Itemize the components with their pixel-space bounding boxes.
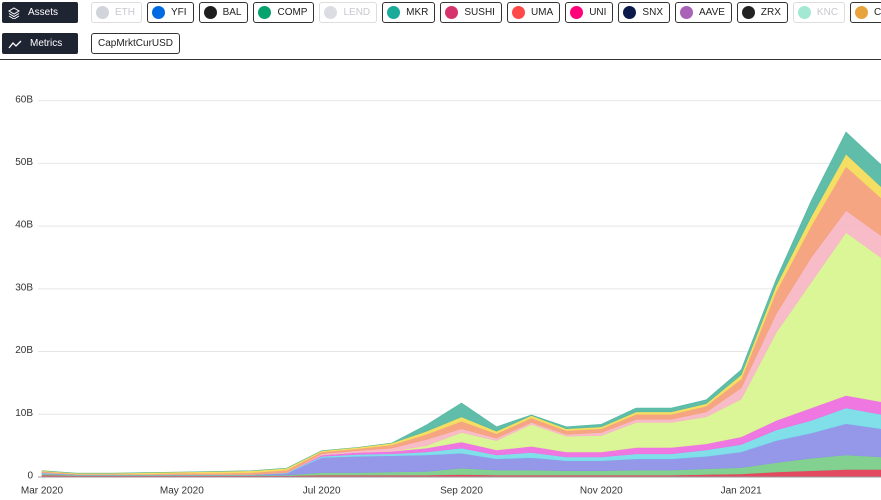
asset-button[interactable]: AAVE	[674, 2, 732, 23]
asset-button[interactable]: ETH	[91, 2, 142, 23]
asset-label: MKR	[406, 7, 429, 18]
metrics-label: Metrics	[30, 38, 63, 49]
y-tick-label: 60B	[15, 94, 33, 105]
asset-toolbar: Assets ETH YFI BAL COMP LEND MKR SUSHI UMA UNI SN…	[2, 2, 881, 23]
asset-label: COMP	[277, 7, 308, 18]
x-tick-label: Mar 2020	[21, 486, 64, 497]
asset-button[interactable]: LEND	[319, 2, 378, 23]
asset-button[interactable]: SUSHI	[440, 2, 502, 23]
area	[41, 131, 881, 474]
asset-icon	[258, 6, 272, 19]
trend-icon	[8, 40, 22, 48]
assets-label: Assets	[28, 7, 59, 18]
y-tick-label: 50B	[15, 157, 33, 168]
asset-label: UNI	[589, 7, 607, 18]
metric-label: CapMrktCurUSD	[98, 38, 174, 49]
asset-label: KNC	[816, 7, 839, 18]
y-tick-label: 30B	[15, 282, 33, 293]
asset-button[interactable]: KNC	[792, 2, 846, 23]
asset-label: CRV	[874, 7, 881, 18]
asset-icon	[741, 6, 755, 19]
x-tick-label: May 2020	[160, 486, 204, 497]
asset-icon	[570, 6, 584, 19]
y-tick-label: 0	[27, 471, 33, 482]
x-tick-label: Nov 2020	[580, 486, 623, 497]
asset-button[interactable]: UMA	[506, 2, 561, 23]
asset-label: UMA	[530, 7, 554, 18]
asset-icon	[797, 6, 811, 19]
layers-icon	[8, 6, 20, 19]
asset-label: LEND	[343, 7, 371, 18]
asset-label: ZRX	[760, 7, 781, 18]
y-tick-label: 10B	[15, 408, 33, 419]
y-tick-label: 20B	[15, 345, 33, 356]
metric-toolbar: Metrics CapMrktCurUSD	[2, 33, 181, 54]
asset-label: SNX	[642, 7, 663, 18]
x-tick-label: Jul 2020	[303, 486, 341, 497]
asset-button[interactable]: ZRX	[736, 2, 788, 23]
asset-icon	[387, 6, 401, 19]
asset-label: ETH	[115, 7, 135, 18]
y-tick-label: 40B	[15, 220, 33, 231]
asset-button[interactable]: YFI	[147, 2, 194, 23]
asset-icon	[152, 6, 165, 19]
asset-label: AAVE	[698, 7, 725, 18]
asset-icon	[96, 6, 109, 19]
asset-icon	[855, 6, 869, 19]
asset-icon	[511, 6, 525, 19]
asset-icon	[623, 6, 637, 19]
asset-button[interactable]: UNI	[565, 2, 614, 23]
asset-button[interactable]: COMP	[253, 2, 315, 23]
asset-icon	[679, 6, 693, 19]
assets-button[interactable]: Assets	[2, 2, 78, 23]
asset-label: SUSHI	[464, 7, 495, 18]
asset-button[interactable]: MKR	[382, 2, 436, 23]
asset-label: BAL	[222, 7, 242, 18]
asset-icon	[324, 6, 338, 19]
metric-button[interactable]: CapMrktCurUSD	[91, 33, 181, 54]
x-tick-label: Sep 2020	[440, 486, 483, 497]
separator	[0, 59, 881, 60]
metrics-button[interactable]: Metrics	[2, 33, 78, 54]
asset-icon	[445, 6, 459, 19]
asset-label: YFI	[171, 7, 187, 18]
asset-button[interactable]: SNX	[618, 2, 670, 23]
x-tick-label: Jan 2021	[721, 486, 763, 497]
asset-button[interactable]: BAL	[198, 2, 249, 23]
asset-button[interactable]: CRV	[850, 2, 881, 23]
asset-icon	[203, 6, 217, 19]
